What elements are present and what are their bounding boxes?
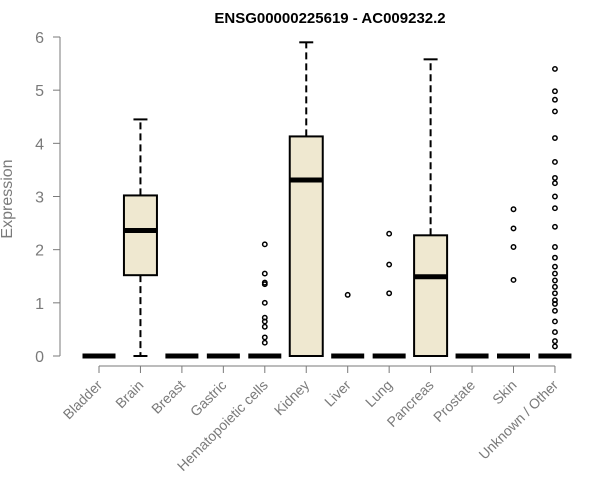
outlier-point	[261, 241, 268, 248]
box-brain	[122, 118, 158, 357]
outlier-point	[261, 318, 268, 325]
outlier-point	[386, 290, 393, 297]
outlier-point	[386, 230, 393, 237]
outlier-point	[552, 270, 558, 277]
outlier-point	[552, 88, 558, 95]
outlier-point	[552, 205, 558, 212]
outlier-point	[261, 281, 268, 288]
outlier-point	[552, 329, 558, 336]
box-body	[122, 194, 158, 277]
y-tick-label: 2	[35, 243, 44, 260]
outlier-point	[552, 108, 558, 115]
y-tick-label: 0	[35, 349, 44, 366]
x-tick-label: Lung	[362, 377, 395, 410]
x-tick-label: Bladder	[60, 377, 106, 423]
y-tick-label: 4	[35, 136, 44, 153]
x-tick-label: Brain	[112, 377, 146, 411]
outlier-point	[552, 307, 558, 314]
chart-title: ENSG00000225619 - AC009232.2	[214, 10, 445, 27]
x-tick-label: Prostate	[430, 377, 478, 425]
x-tick-label: Breast	[148, 377, 188, 417]
outlier-point	[510, 206, 517, 213]
outlier-point	[552, 96, 558, 103]
outlier-point	[552, 263, 558, 270]
outlier-point	[552, 65, 558, 72]
outlier-point	[261, 339, 268, 346]
box-unknown-other	[538, 65, 572, 359]
x-tick-label: Unknown / Other	[475, 377, 561, 463]
outlier-point	[510, 277, 517, 283]
y-axis: 0 1 2 3 4 5 6	[35, 30, 61, 366]
outlier-point	[552, 180, 558, 187]
y-tick-label: 1	[35, 296, 44, 313]
outlier-point	[552, 290, 558, 297]
x-tick-label: Liver	[321, 377, 354, 410]
outlier-point	[552, 283, 558, 290]
outlier-point	[261, 323, 268, 330]
box-liver	[331, 291, 365, 359]
outlier-point	[552, 343, 558, 350]
box-lung	[372, 230, 406, 359]
outlier-point	[261, 334, 268, 341]
box-kidney	[288, 41, 324, 357]
outlier-point	[552, 318, 558, 325]
y-tick-label: 5	[35, 83, 44, 100]
outlier-point	[552, 158, 558, 165]
outlier-point	[552, 338, 558, 345]
outlier-point	[552, 135, 558, 141]
outlier-point	[552, 174, 558, 181]
outlier-point	[261, 299, 268, 306]
outlier-point	[510, 225, 517, 232]
boxes-group	[82, 41, 572, 359]
box-pancreas	[413, 58, 449, 357]
outlier-point	[552, 277, 558, 284]
outlier-point	[552, 254, 558, 261]
outlier-point	[552, 193, 558, 200]
outlier-point	[552, 223, 558, 230]
outlier-point	[261, 270, 268, 277]
outlier-point	[552, 300, 558, 307]
x-tick-label: Kidney	[271, 377, 313, 419]
outlier-point	[510, 244, 517, 250]
y-axis-label: Expression	[0, 159, 16, 238]
outlier-point	[344, 291, 351, 298]
box-hematopoietic-cells	[248, 241, 282, 359]
y-tick-label: 6	[35, 30, 44, 47]
box-skin	[497, 206, 530, 359]
y-tick-label: 3	[35, 190, 44, 207]
box-body	[413, 234, 449, 357]
x-tick-label: Skin	[489, 377, 520, 408]
outlier-point	[552, 244, 558, 250]
outlier-point	[386, 261, 393, 268]
box-body	[288, 135, 324, 357]
